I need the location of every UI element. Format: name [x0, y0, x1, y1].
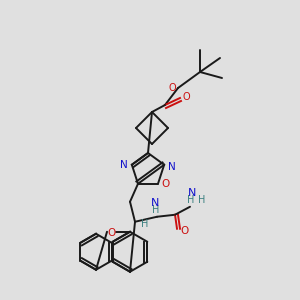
Text: H: H: [198, 195, 206, 205]
Text: H: H: [141, 219, 149, 229]
Text: N: N: [151, 198, 159, 208]
Text: N: N: [188, 188, 196, 198]
Text: O: O: [182, 92, 190, 102]
Text: H: H: [152, 205, 160, 215]
Text: N: N: [120, 160, 128, 170]
Text: O: O: [107, 228, 115, 238]
Text: H: H: [187, 195, 195, 205]
Text: O: O: [162, 179, 170, 189]
Text: O: O: [180, 226, 188, 236]
Text: O: O: [168, 83, 176, 93]
Text: N: N: [168, 162, 176, 172]
